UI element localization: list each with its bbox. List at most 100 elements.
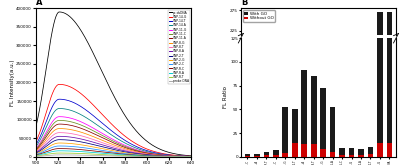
SNP-R-C: [161, 155, 166, 157]
Bar: [301, 116, 307, 122]
SNP-2-G: [108, 149, 113, 151]
pc-dsDNA: [185, 155, 190, 157]
SNP-14-G: [118, 131, 123, 133]
pc-dsDNA: [189, 155, 194, 157]
Bar: [386, 143, 392, 157]
SNP-14-G: [189, 155, 194, 157]
Bar: [254, 121, 260, 122]
SNP-8-A: [34, 151, 38, 153]
Line: SNP-2-G: SNP-2-G: [36, 143, 191, 157]
SNP-R-T: [185, 156, 190, 158]
Line: SNP-14-G: SNP-14-G: [36, 84, 191, 156]
SNP-2-C: [185, 156, 190, 158]
SNP-8-G: [57, 128, 62, 130]
SNP-11-C: [57, 119, 62, 121]
SNP-R-A: [118, 154, 123, 156]
Bar: [339, 155, 345, 157]
SNP-11-C: [185, 155, 190, 157]
SNP-2-G: [126, 152, 131, 154]
SNP-R-A: [108, 153, 112, 155]
SNP-11-A: [185, 155, 190, 157]
Bar: [377, 116, 383, 122]
Bar: [368, 120, 373, 122]
Line: SNP-2-C: SNP-2-C: [36, 146, 191, 157]
probe DNA: [185, 156, 190, 158]
probe DNA: [189, 156, 194, 158]
Bar: [330, 101, 336, 122]
SNP-8-G: [161, 155, 166, 157]
SNP-14-A: [108, 133, 112, 135]
SNP-14-G: [185, 155, 190, 157]
SNP-R-A: [161, 155, 166, 157]
Bar: [349, 118, 354, 122]
SNP-14-G: [108, 122, 112, 124]
SNP-14-A: [57, 108, 62, 110]
SNP-14-A: [189, 155, 194, 157]
SNP-R-T: [161, 156, 166, 158]
SNP-11-A: [126, 148, 131, 150]
probe DNA: [118, 155, 123, 157]
SNP-11-A: [108, 141, 113, 143]
Bar: [282, 101, 288, 122]
SNP-R-T: [34, 155, 38, 157]
Bar: [282, 153, 288, 157]
Bar: [245, 156, 250, 157]
SNP-8-A: [118, 149, 123, 151]
Bar: [245, 121, 250, 122]
SNP-11-A: [161, 154, 166, 156]
Line: SNP-8-G: SNP-8-G: [36, 129, 191, 157]
SNP-11-A: [189, 156, 194, 158]
SNP-14-A: [161, 154, 166, 156]
Bar: [377, 143, 383, 157]
SNP-8-G: [108, 143, 113, 145]
SNP-2-C: [57, 145, 62, 147]
SNP-2-G: [118, 151, 123, 153]
SNP-14-A: [34, 146, 38, 148]
SNP-2-T: [108, 148, 112, 150]
SNP-R-C: [108, 152, 113, 154]
SNP-R-T: [118, 154, 123, 156]
Bar: [301, 69, 307, 157]
SNP-8-T: [108, 144, 112, 146]
Bar: [245, 120, 250, 122]
Line: SNP-R-C: SNP-R-C: [36, 149, 191, 157]
Bar: [320, 149, 326, 157]
Legend: With GO, Without GO: With GO, Without GO: [243, 10, 275, 22]
Line: SNP-14-T: SNP-14-T: [36, 99, 191, 156]
SNP-8-T: [161, 155, 166, 157]
SNP-R-C: [108, 152, 112, 154]
SNP-2-C: [118, 152, 123, 154]
Bar: [320, 118, 326, 122]
Bar: [311, 116, 316, 122]
Line: SNP-R-A: SNP-R-A: [36, 151, 191, 157]
probe DNA: [161, 156, 166, 158]
pc-dsDNA: [34, 125, 38, 127]
Bar: [282, 107, 288, 157]
SNP-R-A: [185, 156, 190, 158]
SNP-11-G: [108, 137, 113, 139]
Text: A: A: [36, 0, 42, 7]
pc-dsDNA: [108, 89, 113, 91]
SNP-14-G: [126, 138, 131, 140]
SNP-11-G: [126, 146, 131, 148]
SNP-14-T: [108, 129, 113, 131]
SNP-14-T: [108, 129, 112, 131]
Bar: [358, 155, 364, 157]
probe DNA: [34, 155, 38, 157]
SNP-2-C: [161, 155, 166, 157]
SNP-R-A: [189, 156, 194, 158]
SNP-8-G: [108, 142, 112, 144]
Bar: [301, 144, 307, 157]
SNP-8-A: [108, 146, 113, 148]
SNP-8-A: [161, 155, 166, 157]
SNP-11-C: [126, 147, 131, 149]
Bar: [254, 120, 260, 122]
SNP-2-C: [108, 151, 113, 153]
SNP-14-G: [161, 153, 166, 155]
Line: SNP-8-T: SNP-8-T: [36, 133, 191, 157]
Text: B: B: [241, 0, 247, 7]
SNP-R-A: [126, 154, 131, 156]
SNP-14-T: [126, 142, 131, 144]
Bar: [358, 118, 364, 122]
Line: SNP-11-A: SNP-11-A: [36, 124, 191, 157]
